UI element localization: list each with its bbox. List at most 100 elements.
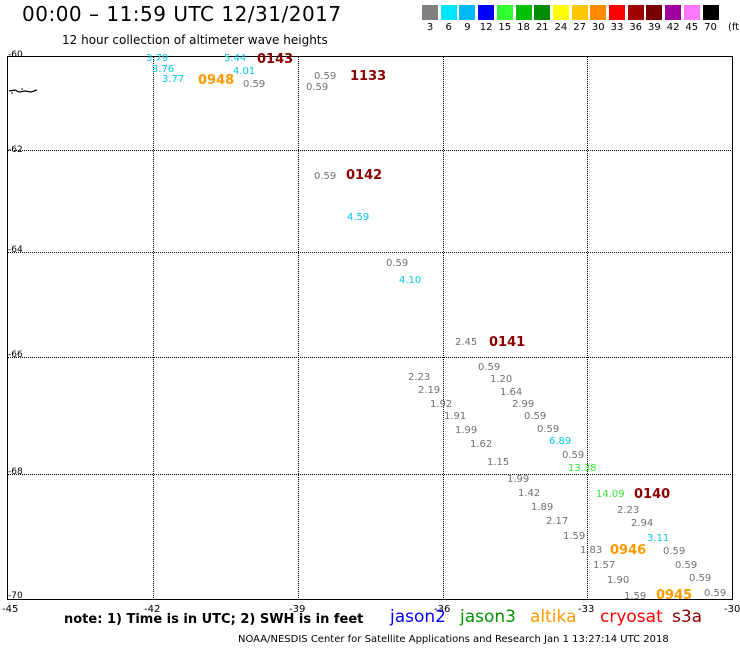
legend-label: 39 [648, 22, 661, 33]
wave-height-value: 1.89 [531, 502, 554, 513]
longitude-label: -36 [434, 604, 451, 615]
legend-label: 9 [464, 22, 471, 33]
coastline-fragment [8, 88, 38, 94]
map-title: 00:00 – 11:59 UTC 12/31/2017 [22, 2, 342, 26]
wave-height-value: 2.45 [455, 337, 478, 348]
legend-swatch [478, 5, 495, 20]
pass-time-label: 0946 [610, 543, 647, 558]
wave-height-value: 1.57 [593, 560, 616, 571]
wave-height-value: 0.59 [478, 362, 501, 373]
wave-height-value: 3.77 [162, 74, 185, 85]
pass-time-label: 0143 [257, 52, 294, 67]
wave-height-value: 3.11 [647, 533, 670, 544]
satellite-name-altika: altika [530, 607, 577, 627]
wave-height-value: 2.99 [512, 399, 535, 410]
legend-swatch [552, 5, 569, 20]
wave-height-value: 0.59 [562, 450, 585, 461]
legend-label: 18 [517, 22, 530, 33]
credit-line: NOAA/NESDIS Center for Satellite Applica… [238, 634, 669, 645]
wave-height-value: 1.20 [490, 374, 513, 385]
wave-height-value: 0.59 [306, 82, 329, 93]
wave-height-value: 2.23 [617, 505, 640, 516]
latitude-label: -62 [8, 145, 23, 155]
pass-time-label: 0141 [489, 335, 526, 350]
wave-height-value: 1.99 [455, 425, 478, 436]
legend-swatch [496, 5, 513, 20]
legend-label: 36 [629, 22, 643, 33]
wave-height-value: 1.99 [507, 474, 530, 485]
wave-height-value: 1.59 [624, 591, 647, 602]
latitude-gridline [7, 357, 733, 358]
wave-height-value: 1.64 [500, 387, 523, 398]
wave-height-value: 13.38 [568, 463, 597, 474]
footnote: note: 1) Time is in UTC; 2) SWH is in fe… [64, 612, 364, 627]
wave-height-value: 0.59 [314, 171, 337, 182]
latitude-label: -66 [8, 350, 23, 360]
legend-swatch [646, 5, 663, 20]
map-plot-area [7, 56, 733, 600]
legend-swatch [440, 5, 457, 20]
legend-label: 21 [535, 22, 549, 33]
wave-height-value: 1.59 [563, 531, 586, 542]
wave-height-value: 1.92 [430, 399, 453, 410]
wave-height-value: 5.44 [224, 53, 247, 64]
legend-swatch [422, 5, 438, 20]
pass-time-label: 1133 [350, 69, 387, 84]
wave-height-value: 1.83 [580, 545, 603, 556]
wave-height-value: 0.59 [386, 258, 409, 269]
longitude-label: -33 [578, 604, 595, 615]
map-subtitle: 12 hour collection of altimeter wave hei… [62, 33, 328, 47]
latitude-label: -64 [8, 245, 23, 255]
legend-swatch [665, 5, 682, 20]
latitude-label: -60 [8, 50, 23, 60]
longitude-label: -39 [289, 604, 306, 615]
legend-label: 6 [445, 22, 452, 33]
latitude-label: -68 [8, 467, 23, 477]
latitude-gridline [7, 474, 733, 475]
wave-height-value: 0.59 [524, 411, 547, 422]
legend-label: 3 [426, 22, 434, 33]
legend-swatch [683, 5, 700, 20]
longitude-label: -42 [144, 604, 161, 615]
longitude-gridline [298, 56, 299, 600]
wave-height-value: 1.91 [444, 411, 467, 422]
legend-label: 42 [666, 22, 680, 33]
pass-time-label: 0142 [346, 168, 383, 183]
wave-height-value: 0.59 [314, 71, 337, 82]
wave-height-value: 1.62 [470, 439, 493, 450]
pass-time-label: 0948 [198, 73, 235, 88]
wave-height-value: 0.59 [689, 573, 712, 584]
pass-time-label: 0140 [634, 487, 671, 502]
legend-unit: (ft) [728, 22, 740, 33]
wave-height-value: 2.94 [631, 518, 654, 529]
pass-time-label: 0945 [656, 588, 693, 603]
legend-label: 15 [498, 22, 512, 33]
wave-height-value: 6.89 [549, 436, 572, 447]
wave-height-value: 0.59 [537, 424, 560, 435]
wave-height-value: 4.01 [233, 66, 256, 77]
wave-height-value: 2.19 [418, 385, 441, 396]
longitude-gridline [587, 56, 588, 600]
legend-swatch [702, 5, 719, 20]
latitude-gridline [7, 150, 733, 151]
wave-height-value: 4.10 [399, 275, 422, 286]
legend-label: 30 [591, 22, 605, 33]
legend-swatch [459, 5, 476, 20]
legend-swatch [515, 5, 532, 20]
wave-height-value: 2.17 [546, 516, 569, 527]
latitude-gridline [7, 252, 733, 253]
latitude-label: -70 [8, 591, 23, 601]
wave-height-value: 0.59 [704, 588, 727, 599]
legend-swatch [571, 5, 588, 20]
legend-label: 12 [479, 22, 493, 33]
wave-height-value: 3.76 [152, 64, 175, 75]
wave-height-value: 0.59 [663, 546, 686, 557]
longitude-gridline [443, 56, 444, 600]
wave-height-value: 14.09 [596, 489, 625, 500]
legend-swatch [609, 5, 625, 20]
legend-label: 33 [610, 22, 624, 33]
legend-swatch [534, 5, 551, 20]
satellite-name-jason2: jason2 [390, 607, 446, 627]
wave-height-value: 0.59 [675, 560, 698, 571]
